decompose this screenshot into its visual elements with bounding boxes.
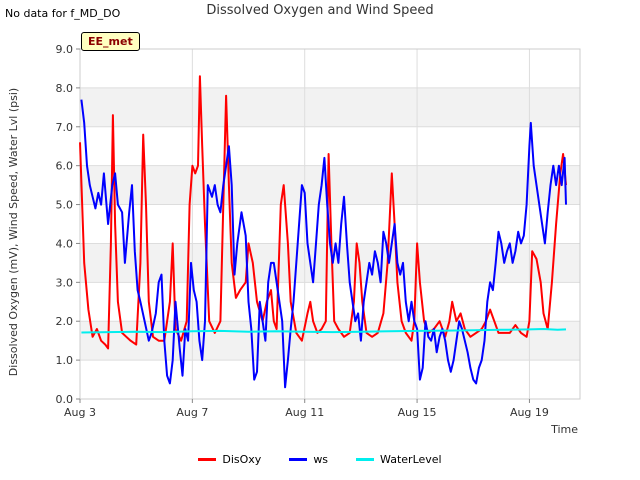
band (80, 49, 580, 88)
band (80, 126, 580, 166)
band (80, 321, 580, 361)
band (80, 360, 580, 399)
x-axis-label: Time (550, 423, 578, 436)
y-tick-label: 1.0 (56, 354, 74, 367)
series-line-ws (80, 99, 567, 389)
y-tick-label: 6.0 (56, 160, 74, 173)
legend: DisOxy ws WaterLevel (0, 453, 640, 466)
x-tick-label: Aug 15 (398, 406, 437, 419)
y-tick-label: 7.0 (56, 121, 74, 134)
plot-frame (79, 48, 581, 400)
site-badge: EE_met (81, 32, 140, 51)
y-tick-label: 5.0 (56, 199, 74, 212)
y-axis-label: Dissolved Oxygen (mV), Wind Speed, Water… (7, 88, 20, 376)
series-line-waterlevel (81, 328, 567, 334)
y-tick-label: 9.0 (56, 43, 74, 56)
y-tick-label: 4.0 (56, 237, 74, 250)
y-tick-label: 8.0 (56, 82, 74, 95)
y-tick-label: 0.0 (56, 393, 74, 406)
legend-swatch (356, 458, 375, 461)
y-axis-ticks: 0.0 1.0 2.0 3.0 4.0 5.0 6.0 7.0 8.0 9.0 (56, 43, 80, 406)
legend-swatch (289, 458, 308, 461)
legend-item-disoxy: DisOxy (198, 453, 261, 466)
legend-swatch (198, 458, 217, 461)
band (80, 87, 580, 127)
y-tick-label: 3.0 (56, 276, 74, 289)
legend-item-ws: ws (289, 453, 328, 466)
x-tick-label: Aug 7 (176, 406, 208, 419)
legend-label: WaterLevel (380, 453, 442, 466)
series-lines (79, 75, 567, 389)
x-tick-label: Aug 3 (64, 406, 96, 419)
x-tick-label: Aug 11 (285, 406, 324, 419)
legend-item-waterlevel: WaterLevel (356, 453, 442, 466)
y-tick-label: 2.0 (56, 315, 74, 328)
x-axis-ticks: Aug 3 Aug 7 Aug 11 Aug 15 Aug 19 (64, 399, 549, 419)
chart-title: Dissolved Oxygen and Wind Speed (206, 3, 434, 18)
legend-label: DisOxy (222, 453, 262, 466)
no-data-note: No data for f_MD_DO (5, 7, 121, 20)
x-tick-label: Aug 19 (510, 406, 549, 419)
legend-label: ws (313, 453, 329, 466)
